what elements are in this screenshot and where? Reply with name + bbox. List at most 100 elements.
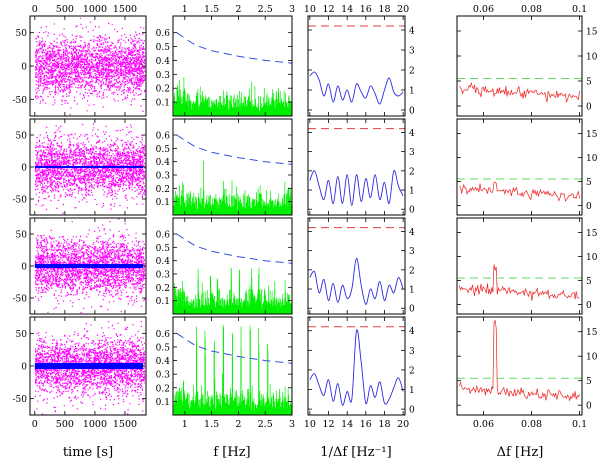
ticks: 4 3 2 1 0 <box>308 119 415 216</box>
ticks: 0.6 0.5 0.4 0.3 0.2 0.1 1 1.5 2 2.5 3 <box>156 4 295 116</box>
plot-area <box>457 78 582 103</box>
panel-time-3: 500-500 500 1000 1500 <box>13 316 147 430</box>
y-tick-label: 50 <box>16 29 28 39</box>
x-tick-label-top: 16 <box>360 4 372 15</box>
ticks: 15 10 5 0 0.06 0.08 0.1 <box>457 4 598 116</box>
y-tick-label: 15 <box>586 130 598 140</box>
ticks: 4 3 2 1 0 <box>308 218 415 315</box>
ticks: 0.6 0.5 0.4 0.3 0.2 0.1 <box>156 218 293 314</box>
panel-freq-2: 0.6 0.5 0.4 0.3 0.2 0.1 <box>156 217 293 315</box>
panel-frame <box>456 15 583 117</box>
x-tick-label-bottom: 18 <box>378 419 390 430</box>
panel-freq-1: 0.6 0.5 0.4 0.3 0.2 0.1 <box>156 118 293 216</box>
x-tick-label-bottom: 1.5 <box>204 419 219 430</box>
y-tick-label: 0.5 <box>156 244 171 254</box>
xlabel-time: time [s] <box>63 445 113 460</box>
ratio-curve <box>459 319 580 402</box>
y-tick-label: -50 <box>13 395 28 405</box>
y-tick-label: 0.6 <box>156 29 171 39</box>
panel-inv-1: 4 3 2 1 0 <box>307 118 415 216</box>
panel-frame <box>307 118 406 216</box>
x-tick-label-bottom: 1 <box>182 419 188 430</box>
panel-freq-0: 0.6 0.5 0.4 0.3 0.2 0.1 1 1.5 2 2.5 3 <box>156 4 295 117</box>
y-tick-label: 0.3 <box>156 172 171 182</box>
power-curve <box>309 329 404 406</box>
y-tick-label: 3 <box>409 247 415 257</box>
y-tick-label: 15 <box>586 28 598 38</box>
x-tick-label-top: 3 <box>289 4 295 15</box>
plot-area <box>34 16 146 116</box>
y-tick-label: 0.2 <box>156 384 170 394</box>
y-tick-label: 0.2 <box>156 185 170 195</box>
threshold-curve <box>176 233 292 264</box>
plot-area <box>34 317 146 415</box>
y-tick-label: 0 <box>409 406 415 416</box>
ticks: 15 10 5 0 0.06 0.08 0.1 <box>457 317 598 430</box>
xlabel-df: Δf [Hz] <box>497 445 544 460</box>
panel-frame <box>307 316 406 416</box>
y-tick-label: 0 <box>586 402 592 412</box>
y-tick-label: 0 <box>21 63 27 73</box>
panel-frame <box>456 316 583 416</box>
plot-area <box>308 326 405 406</box>
x-tick-label-top: 2 <box>235 4 241 15</box>
panel-frame <box>456 217 583 315</box>
y-tick-label: 0.4 <box>156 158 171 168</box>
y-tick-label: -50 <box>13 196 28 206</box>
spectrum <box>173 160 292 215</box>
y-tick-label: 3 <box>409 47 415 57</box>
y-tick-label: 1 <box>409 286 415 296</box>
y-tick-label: 0.5 <box>156 343 171 353</box>
plot-area <box>457 319 582 402</box>
y-tick-label: 0.6 <box>156 330 171 340</box>
y-tick-label: 0 <box>586 103 592 113</box>
y-tick-label: 0 <box>409 107 415 117</box>
panel-frame <box>307 15 406 117</box>
plot-area <box>173 134 292 215</box>
y-tick-label: 0.5 <box>156 43 171 53</box>
x-tick-label-top: 2.5 <box>258 4 273 15</box>
y-tick-label: 0.1 <box>156 297 170 307</box>
x-tick-label-bottom: 16 <box>360 419 372 430</box>
plot-area <box>308 128 405 206</box>
x-tick-label-bottom: 0 <box>32 419 38 430</box>
y-tick-label: 10 <box>586 154 598 164</box>
x-tick-label-bottom: 14 <box>341 419 353 430</box>
panel-time-0: 500-500 500 1000 1500 <box>13 4 147 117</box>
plot-area <box>34 123 146 214</box>
panel-frame <box>172 15 293 117</box>
ticks: 500-500 500 1000 1500 <box>13 4 146 116</box>
y-tick-label: 0.1 <box>156 198 170 208</box>
panel-df-2: 15 10 5 0 <box>456 217 598 315</box>
y-tick-label: 0.4 <box>156 257 171 267</box>
ticks: 0.6 0.5 0.4 0.3 0.2 0.1 <box>156 119 293 215</box>
y-tick-label: 0.5 <box>156 145 171 155</box>
ticks: 500-500 500 1000 1500 <box>13 317 146 430</box>
y-tick-label: 50 <box>16 231 28 241</box>
power-curve <box>309 71 404 105</box>
column-labels: time [s] f [Hz] 1/Δf [Hz⁻¹] Δf [Hz] <box>63 445 544 460</box>
ratio-curve <box>459 81 580 103</box>
x-tick-label-bottom: 0.06 <box>473 419 494 430</box>
ticks: 50 0 -50 <box>13 218 146 314</box>
plot-area <box>457 264 582 301</box>
plot-area <box>173 233 292 314</box>
noise-points <box>34 123 146 214</box>
y-tick-label: 1 <box>409 386 415 396</box>
x-tick-label-bottom: 1000 <box>83 419 107 430</box>
x-tick-label-top: 0.08 <box>521 4 542 15</box>
y-tick-label: 10 <box>586 253 598 263</box>
panel-frame <box>307 217 406 315</box>
y-tick-label: 2 <box>409 266 415 276</box>
xlabel-inv: 1/Δf [Hz⁻¹] <box>320 445 391 460</box>
panel-frame <box>172 118 293 216</box>
x-tick-label-top: 1500 <box>113 4 137 15</box>
plot-area <box>308 227 405 305</box>
x-tick-label-bottom: 20 <box>397 419 409 430</box>
spectrum <box>173 267 292 314</box>
y-tick-label: 0 <box>21 263 27 273</box>
x-tick-label-top: 0.1 <box>572 4 587 15</box>
